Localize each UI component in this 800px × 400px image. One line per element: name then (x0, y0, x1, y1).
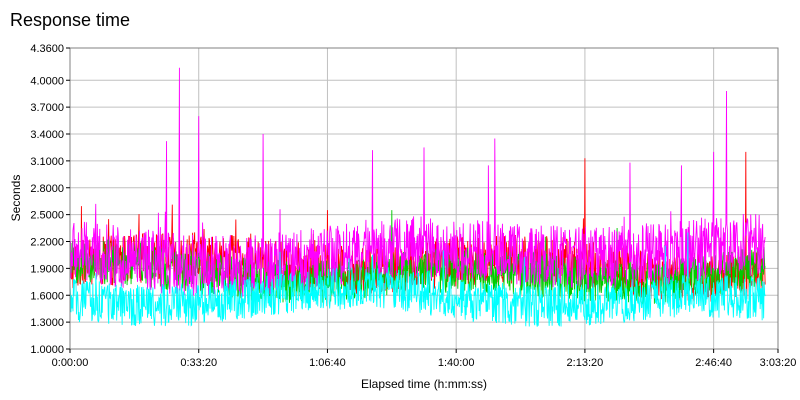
x-tick-label: 2:46:40 (695, 357, 732, 369)
series-line-4 (69, 232, 766, 327)
plot-border (69, 47, 779, 350)
y-tick-label: 3.4000 (30, 129, 64, 141)
x-tick-label: 0:00:00 (52, 357, 89, 369)
y-tick-label: 4.3600 (30, 43, 64, 55)
y-tick-label: 2.2000 (30, 237, 64, 249)
y-tick-label: 2.8000 (30, 183, 64, 195)
y-tick-label: 1.6000 (30, 290, 64, 302)
x-tick-label: 1:06:40 (309, 357, 346, 369)
y-tick-label: 2.5000 (30, 210, 64, 222)
x-tick-label: 1:40:00 (438, 357, 475, 369)
y-tick-label: 4.0000 (30, 75, 64, 87)
plot-frame (69, 47, 779, 350)
x-tick-label: 2:13:20 (567, 357, 604, 369)
x-tick-label: 0:33:20 (180, 357, 217, 369)
y-tick-label: 1.0000 (30, 344, 64, 356)
series-group (69, 67, 766, 327)
x-tick-label: 3:03:20 (760, 357, 797, 369)
y-axis-ticks: 1.0000 1.3000 1.6000 1.9000 2.2000 2.5000 2.80… (30, 43, 70, 356)
x-axis-ticks: 0:00:00 0:33:20 1:06:40 1:40:00 2:13:20 2:46:… (52, 349, 797, 369)
y-tick-label: 1.3000 (30, 317, 64, 329)
x-axis-label: Elapsed time (h:mm:ss) (361, 377, 487, 391)
y-tick-label: 3.7000 (30, 102, 64, 114)
y-tick-label: 1.9000 (30, 263, 64, 275)
y-axis-label: Seconds (9, 175, 23, 222)
chart-title: Response time (10, 10, 131, 30)
y-tick-label: 3.1000 (30, 156, 64, 168)
